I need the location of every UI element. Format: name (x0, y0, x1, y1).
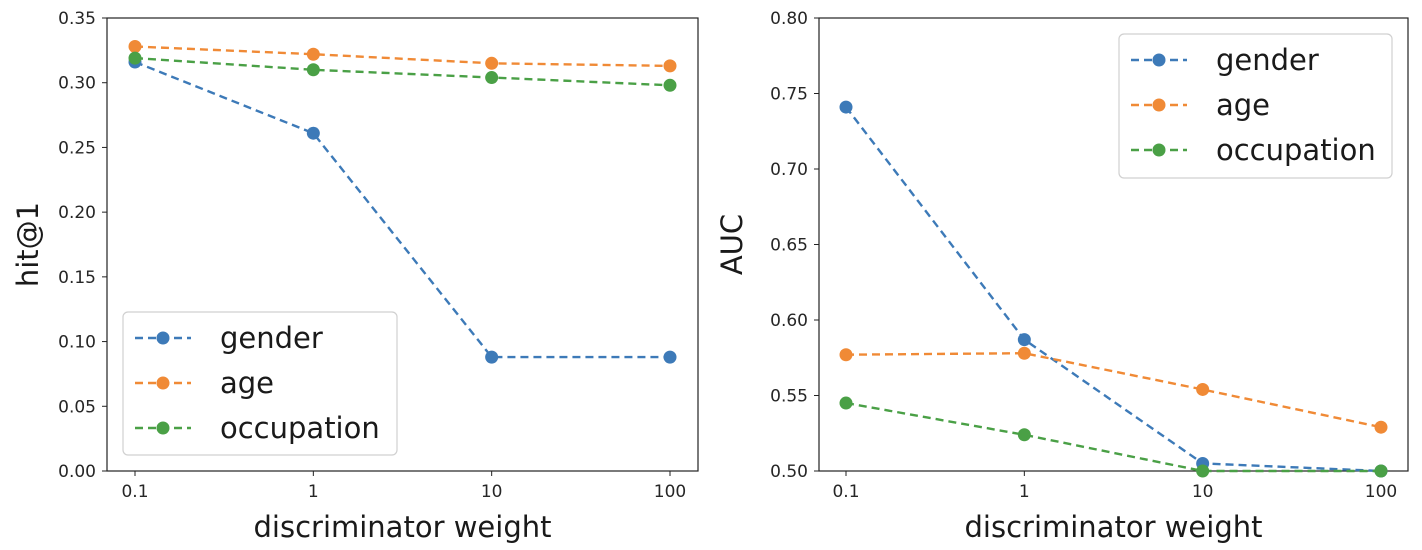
data-point-age (1017, 346, 1031, 360)
legend-label-gender: gender (1216, 43, 1319, 77)
series-line-gender (845, 106, 1382, 473)
y-axis-title: hit@1 (11, 202, 45, 287)
data-point-age (306, 47, 320, 61)
legend-label-gender: gender (220, 321, 323, 355)
data-point-occupation (128, 51, 142, 65)
x-axis-title: discriminator weight (254, 510, 552, 544)
data-point-age (1374, 420, 1388, 434)
y-tick-label: 0.10 (58, 333, 96, 353)
legend-marker-age (1152, 98, 1166, 112)
x-tick-label: 100 (1365, 482, 1397, 502)
legend-label-age: age (1216, 88, 1270, 122)
y-tick-label: 0.00 (58, 462, 96, 482)
y-tick-label: 0.50 (770, 462, 808, 482)
legend-marker-gender (156, 331, 170, 345)
y-tick-label: 0.55 (770, 387, 808, 407)
plot-area (128, 39, 677, 364)
y-tick-label: 0.60 (770, 311, 808, 331)
legend: gender age occupation (1118, 33, 1393, 179)
legend-label-occupation: occupation (220, 411, 380, 445)
data-point-age (1196, 382, 1210, 396)
chart-2: 0.50 0.55 0.60 0.65 0.70 0.75 0.80 0.1 1 10 100 dis… (715, 9, 1409, 544)
plot-frame (106, 17, 699, 472)
x-axis-title: discriminator weight (965, 510, 1263, 544)
plot-area (839, 100, 1388, 478)
data-point-occupation (1017, 428, 1031, 442)
y-axis-title: AUC (715, 214, 749, 275)
legend-label-age: age (220, 366, 274, 400)
series-line-age (134, 45, 671, 68)
y-tick-label: 0.20 (58, 203, 96, 223)
y-tick-label: 0.30 (58, 74, 96, 94)
data-point-gender (663, 350, 677, 364)
data-point-gender (1017, 333, 1031, 347)
data-point-age (128, 39, 142, 53)
data-point-age (663, 59, 677, 73)
data-point-gender (485, 350, 499, 364)
y-tick-label: 0.80 (770, 9, 808, 29)
data-point-occupation (1196, 464, 1210, 478)
series-line-gender (134, 60, 670, 359)
legend-box (1118, 33, 1393, 179)
x-tick-label: 1 (1019, 482, 1030, 502)
data-point-occupation (663, 78, 677, 92)
data-point-occupation (839, 396, 853, 410)
x-tick-label: 0.1 (832, 482, 859, 502)
legend-label-occupation: occupation (1216, 133, 1376, 167)
y-tick-label: 0.75 (770, 85, 808, 105)
data-point-age (485, 56, 499, 70)
legend-marker-age (156, 376, 170, 390)
x-tick-label: 0.1 (121, 482, 148, 502)
legend-marker-gender (1152, 53, 1166, 67)
data-point-age (839, 348, 853, 362)
chart-1: 0.00 0.05 0.10 0.15 0.20 0.25 0.30 0.35 0.1 1 10 10… (11, 9, 699, 544)
legend-marker-occupation (1152, 143, 1166, 157)
x-tick-label: 10 (481, 482, 503, 502)
data-point-occupation (1374, 464, 1388, 478)
series-line-occupation (134, 56, 671, 87)
series-line-occupation (845, 401, 1381, 473)
x-tick-label: 100 (654, 482, 686, 502)
legend-marker-occupation (156, 421, 170, 435)
y-tick-label: 0.15 (58, 268, 96, 288)
y-tick-label: 0.35 (58, 9, 96, 29)
data-point-gender (306, 126, 320, 140)
data-point-occupation (485, 71, 499, 85)
x-tick-label: 1 (308, 482, 319, 502)
y-tick-label: 0.65 (770, 236, 808, 256)
y-tick-label: 0.05 (58, 397, 96, 417)
legend-box (122, 311, 398, 456)
data-point-gender (839, 100, 853, 114)
y-tick-label: 0.70 (770, 160, 808, 180)
x-tick-label: 10 (1192, 482, 1214, 502)
y-tick-label: 0.25 (58, 138, 96, 158)
data-point-occupation (306, 63, 320, 77)
legend: gender age occupation (122, 311, 398, 456)
